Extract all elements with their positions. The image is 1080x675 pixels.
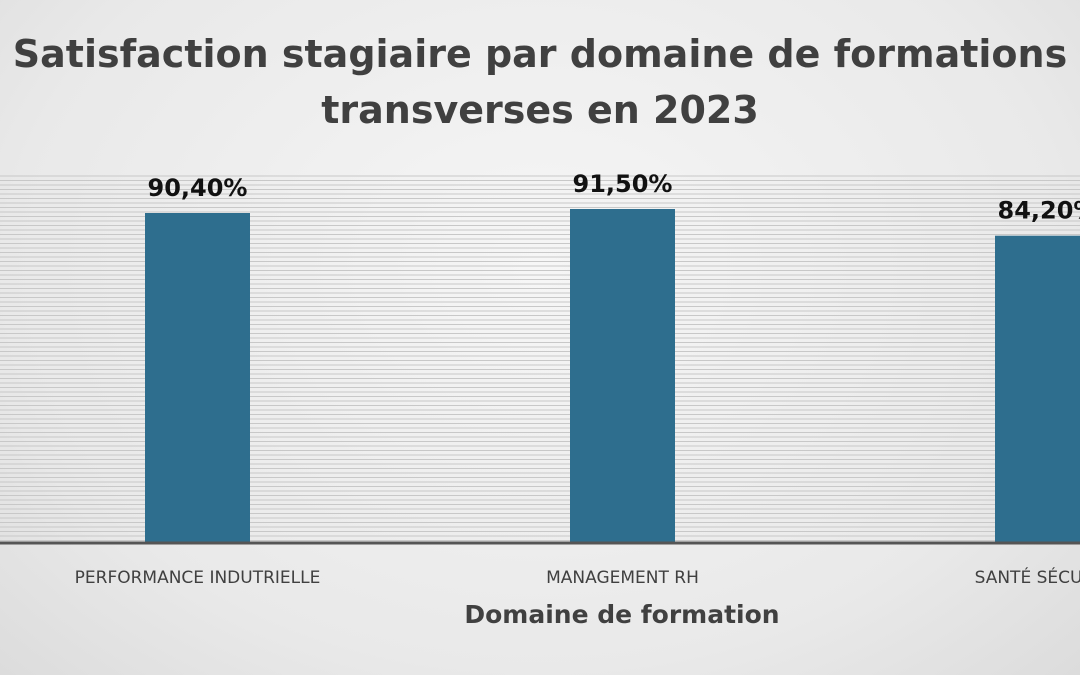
chart-title-line-1: Satisfaction stagiaire par domaine de fo… — [12, 32, 1068, 76]
bars — [145, 209, 1080, 543]
bar-3 — [995, 235, 1080, 543]
data-labels: 90,40% 91,50% 84,20% — [148, 170, 1080, 225]
bar-1 — [145, 213, 250, 543]
category-label-2: MANAGEMENT RH — [546, 568, 699, 588]
chart-title: Satisfaction stagiaire par domaine de fo… — [0, 26, 1080, 138]
bar-2 — [570, 209, 675, 543]
data-label-1: 90,40% — [148, 174, 248, 202]
data-label-3: 84,20% — [998, 197, 1080, 225]
chart-title-line-2: transverses en 2023 — [321, 88, 759, 132]
data-label-2: 91,50% — [573, 170, 673, 198]
category-labels: PERFORMANCE INDUTRIELLE MANAGEMENT RH SANT… — [75, 566, 1080, 588]
x-axis-title: Domaine de formation — [464, 600, 780, 629]
category-label-3: SANTÉ SÉCURITÉ — [975, 566, 1080, 588]
category-label-1: PERFORMANCE INDUTRIELLE — [75, 568, 321, 588]
